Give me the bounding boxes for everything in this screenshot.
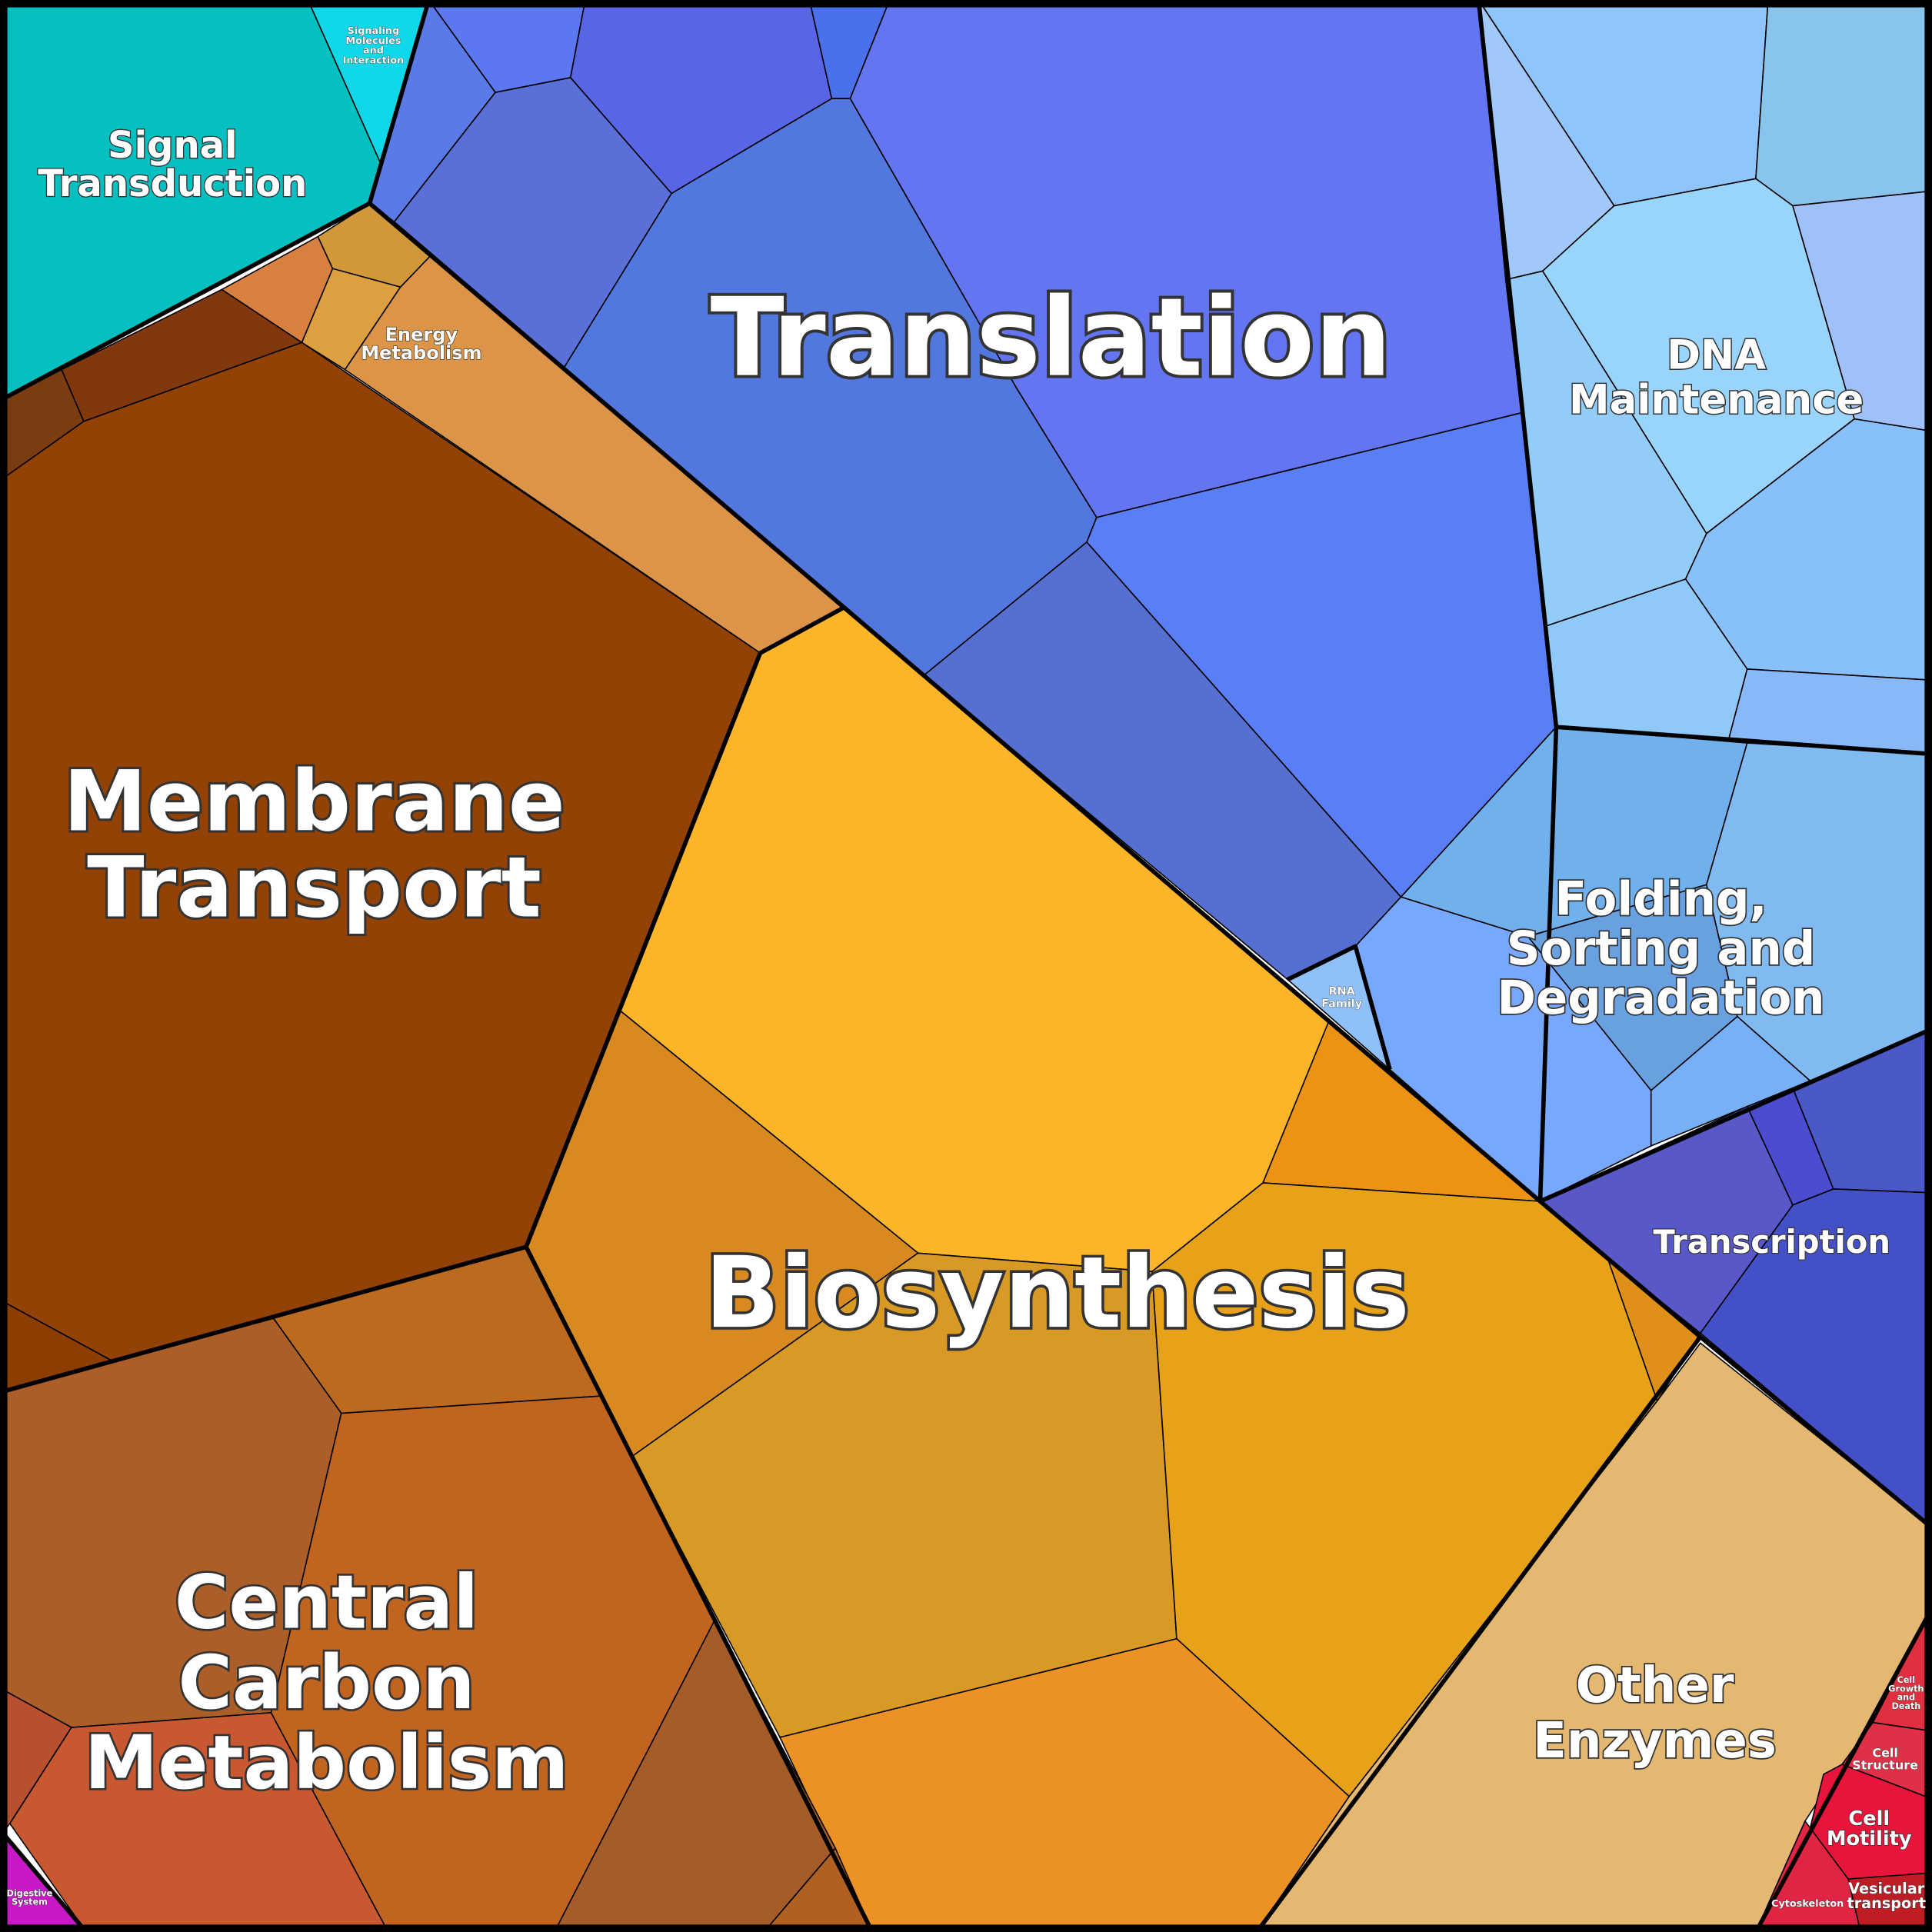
region-label: Cytoskeleton	[1771, 1898, 1844, 1910]
label-line: Motility	[1827, 1827, 1912, 1850]
border	[524, 1246, 874, 1932]
border	[0, 605, 845, 1395]
region-label: Energy Metabolism	[361, 324, 481, 364]
label-line: Cell	[1897, 1675, 1916, 1685]
label-line: Other	[1576, 1657, 1734, 1714]
label-line: Vesicular	[1848, 1879, 1925, 1897]
border	[1556, 724, 1932, 757]
region-label: Cell Structure	[1852, 1745, 1918, 1772]
label-line: Sorting and	[1507, 921, 1816, 975]
label-line: Transport	[87, 838, 541, 936]
label-line: Signal	[108, 124, 238, 167]
label-line: Family	[1321, 998, 1363, 1011]
label-line: transport	[1847, 1894, 1926, 1912]
label-line: Metabolism	[361, 342, 481, 364]
region-label: RNA Family	[1321, 986, 1363, 1011]
region-label: Biosynthesis	[705, 1236, 1410, 1351]
region-label: Central Carbon Metabolism	[85, 1560, 569, 1806]
label-line: System	[12, 1897, 48, 1907]
region-label: Signaling Molecules and Interaction	[343, 25, 405, 66]
label-line: and	[363, 45, 384, 56]
label-line: Transduction	[38, 162, 307, 205]
cell	[8, 1711, 389, 1932]
label-line: Signaling	[348, 25, 400, 37]
label-line: Metabolism	[85, 1720, 569, 1806]
region-label: Membrane Transport	[63, 752, 565, 936]
region-label: Other Enzymes	[1533, 1657, 1777, 1769]
region-label: Transcription	[1653, 1223, 1890, 1261]
label-line: Folding,	[1554, 871, 1767, 926]
region-label: Cell Motility	[1827, 1807, 1912, 1850]
label-line: RNA	[1328, 986, 1355, 998]
label-line: Cell	[1872, 1745, 1898, 1760]
label-line: Cell	[1848, 1807, 1890, 1830]
label-line: Death	[1891, 1701, 1920, 1711]
region-label: Signal Transduction	[38, 124, 307, 205]
label-line: Enzymes	[1533, 1712, 1777, 1769]
label-line: Degradation	[1497, 970, 1824, 1024]
region-label: Digestive System	[7, 1888, 53, 1907]
label-line: Interaction	[343, 55, 405, 66]
region-label: DNA Maintenance	[1569, 331, 1864, 423]
label-line: DNA	[1667, 331, 1766, 378]
border	[1539, 1027, 1932, 1204]
border	[0, 1828, 88, 1932]
cell	[763, 1847, 874, 1932]
label-line: Molecules	[345, 35, 401, 46]
label-line: Structure	[1852, 1757, 1918, 1772]
label-line: Biosynthesis	[705, 1236, 1410, 1351]
label-line: Transcription	[1653, 1223, 1890, 1261]
label-line: Digestive	[7, 1888, 53, 1898]
border	[1754, 1607, 1932, 1932]
cell	[1699, 1188, 1932, 1529]
label-line: Central	[175, 1560, 478, 1646]
cell	[1755, 1820, 1861, 1932]
label-line: Maintenance	[1569, 376, 1864, 423]
region-label: Translation	[711, 275, 1392, 401]
label-line: Carbon	[178, 1640, 475, 1726]
label-line: and	[1897, 1693, 1916, 1703]
border	[1254, 1335, 1703, 1932]
label-line: Translation	[711, 275, 1392, 401]
label-line: Growth	[1888, 1684, 1924, 1694]
cell	[1755, 0, 1932, 207]
region-label: Vesicular transport	[1847, 1879, 1926, 1911]
cell	[554, 1618, 837, 1932]
region-label: Cell Growth and Death	[1888, 1675, 1924, 1711]
cell	[1727, 668, 1932, 755]
region-label: Folding, Sorting and Degradation	[1497, 871, 1824, 1024]
cell	[1791, 190, 1932, 432]
border	[1286, 944, 1392, 1071]
label-line: Cytoskeleton	[1771, 1898, 1844, 1910]
label-line: Energy	[385, 324, 458, 345]
label-line: Membrane	[63, 752, 565, 850]
